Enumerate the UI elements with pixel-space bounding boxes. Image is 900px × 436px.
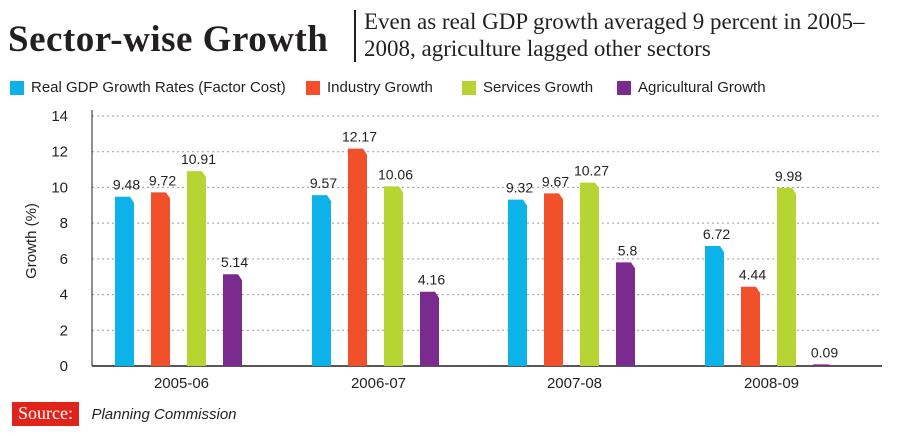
bar-services-2005-06 [187,171,206,366]
legend-label-industry: Industry Growth [327,79,433,96]
bar-industry-2008-09 [741,286,760,366]
bar-gdp-2005-06 [115,196,134,366]
bar-services-2008-09 [777,187,796,366]
bar-gdp-2008-09 [705,246,724,366]
source-label: Source: [12,402,79,426]
data-label-agriculture-2005-06: 5.14 [221,254,248,270]
data-label-services-2005-06: 10.91 [181,151,216,167]
y-tick-label: 2 [60,322,68,339]
data-label-gdp-2006-07: 9.57 [310,175,337,191]
title-divider [354,10,356,62]
data-label-agriculture-2007-08: 5.8 [618,242,638,258]
bar-agriculture-2008-09 [813,364,832,366]
y-tick-label: 10 [51,179,68,196]
source-value: Planning Commission [91,405,237,423]
x-tick-label-2006-07: 2006-07 [351,375,406,392]
bar-agriculture-2007-08 [616,262,635,366]
legend-label-agriculture: Agricultural Growth [638,79,766,96]
data-label-industry-2005-06: 9.72 [149,172,176,188]
bar-services-2007-08 [580,182,599,366]
data-label-gdp-2005-06: 9.48 [113,177,140,193]
bar-services-2006-07 [384,186,403,366]
x-tick-label-2007-08: 2007-08 [547,375,602,392]
y-tick-label: 6 [60,251,68,268]
y-tick-label: 8 [60,215,68,232]
legend-swatch-industry [306,81,320,95]
data-labels: 9.48 9.72 10.91 5.14 9.57 12.17 10.06 4.16 9.32 9… [113,129,838,361]
data-label-industry-2006-07: 12.17 [342,129,377,145]
data-label-agriculture-2006-07: 4.16 [418,272,445,288]
data-label-services-2006-07: 10.06 [378,166,413,182]
bar-gdp-2007-08 [508,199,527,366]
legend-label-gdp: Real GDP Growth Rates (Factor Cost) [31,79,286,96]
bar-agriculture-2005-06 [223,274,242,366]
x-tick-label-2008-09: 2008-09 [744,375,799,392]
data-label-services-2007-08: 10.27 [574,163,609,179]
bar-gdp-2006-07 [312,195,331,366]
bar-industry-2007-08 [544,193,563,366]
source-footer: Source: Planning Commission [12,402,237,426]
y-tick-label: 4 [60,287,68,304]
data-label-industry-2008-09: 4.44 [739,267,766,283]
y-tick-label: 12 [51,144,68,161]
chart-header: Sector-wise Growth Even as real GDP grow… [8,4,892,66]
chart-subtitle: Even as real GDP growth averaged 9 perce… [364,9,865,61]
data-label-industry-2007-08: 9.67 [542,173,569,189]
y-tick-label: 0 [60,358,68,375]
y-axis-title: Growth (%) [23,203,40,279]
bars [115,148,832,366]
bar-agriculture-2006-07 [420,291,439,366]
legend-swatch-services [462,81,476,95]
legend-swatch-gdp [10,81,24,95]
gridlines [92,115,882,331]
bar-industry-2005-06 [151,192,170,366]
bar-industry-2006-07 [348,148,367,366]
data-label-gdp-2007-08: 9.32 [506,180,533,196]
x-tick-label-2005-06: 2005-06 [154,375,209,392]
chart-title: Sector-wise Growth [8,19,329,60]
data-label-gdp-2008-09: 6.72 [703,226,730,242]
legend-swatch-agriculture [617,81,631,95]
data-label-agriculture-2008-09: 0.09 [811,344,838,360]
data-label-services-2008-09: 9.98 [775,168,802,184]
legend-label-services: Services Growth [483,79,594,96]
y-tick-label: 14 [51,108,68,125]
